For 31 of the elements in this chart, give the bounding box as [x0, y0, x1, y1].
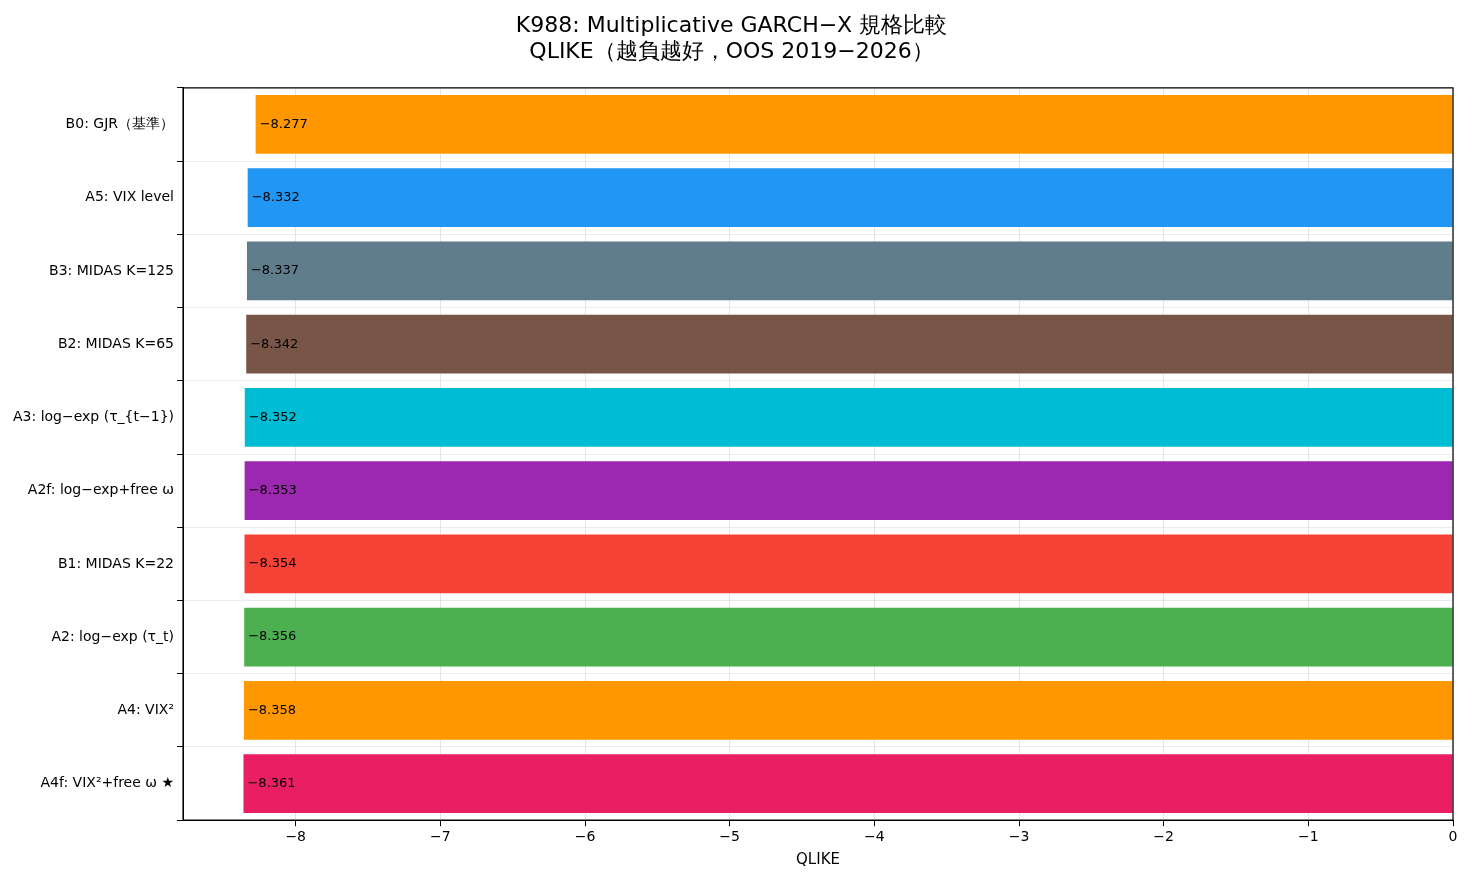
- y-tick-label: A5: VIX level: [85, 188, 175, 205]
- data-label: −8.342: [250, 335, 299, 351]
- y-tick-label: B2: MIDAS K=65: [57, 334, 175, 351]
- y-tick-label: A3: log−exp (τ_{t−1}): [12, 408, 175, 425]
- y-tick-label: B1: MIDAS K=22: [57, 554, 175, 571]
- x-axis-title: QLIKE: [796, 849, 840, 868]
- x-tick-label: −1: [1298, 828, 1319, 845]
- data-label: −8.358: [247, 701, 297, 717]
- x-tick-label: −6: [574, 828, 596, 845]
- data-label: −8.332: [251, 189, 300, 205]
- y-tick-label: B3: MIDAS K=125: [49, 261, 175, 278]
- data-label: −8.353: [248, 481, 297, 497]
- data-label: −8.361: [247, 774, 296, 790]
- y-tick-label: A4: VIX²: [117, 700, 175, 717]
- data-label: −8.337: [250, 262, 300, 278]
- y-tick-label: B0: GJR（基準）: [65, 115, 175, 132]
- x-tick-label: −7: [430, 828, 451, 845]
- x-tick-label: −5: [719, 828, 741, 845]
- data-label: −8.277: [259, 115, 308, 131]
- y-tick-label: A4f: VIX²+free ω ★: [40, 774, 175, 791]
- y-tick-label: A2: log−exp (τ_t): [51, 627, 175, 644]
- x-tick-label: −2: [1153, 828, 1174, 845]
- data-label: −8.352: [248, 408, 297, 424]
- y-tick-label: A2f: log−exp+free ω: [27, 481, 175, 498]
- chart-title: K988: Multiplicative GARCH−X 規格比較 QLIKE（越負越好，OOS 2019−2026）: [515, 11, 948, 64]
- x-tick-label: −8: [285, 828, 307, 845]
- x-tick-label: −4: [864, 828, 885, 845]
- x-tick-label: 0: [1448, 828, 1458, 845]
- data-label: −8.356: [248, 628, 297, 644]
- data-label: −8.354: [248, 555, 297, 571]
- x-tick-label: −3: [1008, 828, 1030, 845]
